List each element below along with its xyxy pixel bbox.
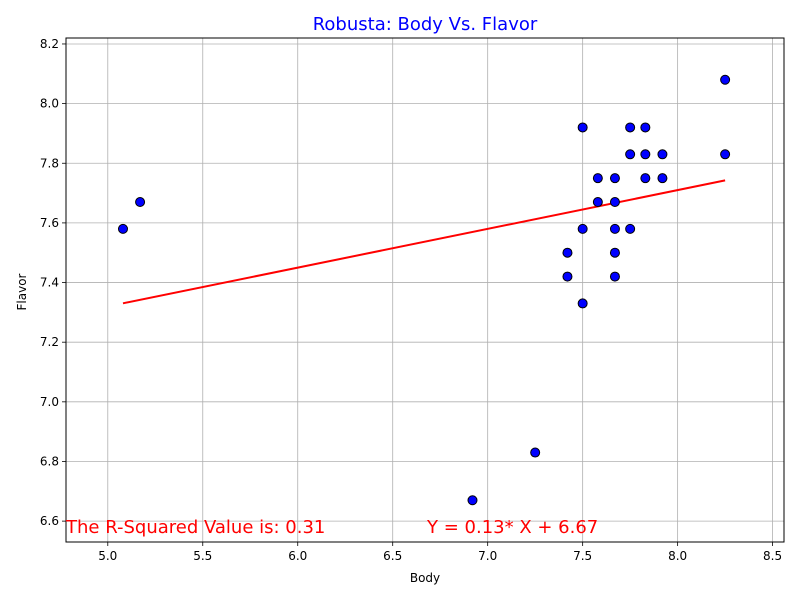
data-point: [640, 122, 651, 133]
data-point: [577, 122, 588, 133]
y-tick-label: 7.0: [40, 395, 59, 409]
x-tick-label: 8.5: [763, 549, 782, 563]
data-point: [467, 495, 478, 506]
data-point: [577, 223, 588, 234]
x-tick-label: 7.0: [478, 549, 497, 563]
plot-frame: [65, 37, 785, 543]
y-axis-ticks: 6.6 6.8 7.0 7.2 7.4 7.6 7.8 8.0 8.2: [40, 37, 66, 528]
x-tick-label: 5.5: [193, 549, 212, 563]
y-tick-label: 7.2: [40, 335, 59, 349]
y-tick-label: 7.4: [40, 276, 59, 290]
x-tick-label: 5.0: [98, 549, 117, 563]
data-point: [530, 447, 541, 458]
data-point: [609, 197, 620, 208]
y-tick-label: 7.6: [40, 216, 59, 230]
data-point: [720, 74, 731, 85]
data-point: [562, 247, 573, 258]
data-point: [657, 173, 668, 184]
x-tick-label: 7.5: [573, 549, 592, 563]
chart-title: Robusta: Body Vs. Flavor: [313, 14, 538, 35]
data-point: [640, 173, 651, 184]
y-tick-label: 8.2: [40, 37, 59, 51]
data-point: [135, 197, 146, 208]
regression-equation-annotation: Y = 0.13* X + 6.67: [426, 517, 598, 538]
data-point: [592, 173, 603, 184]
y-tick-label: 7.8: [40, 156, 59, 170]
r-squared-annotation: The R-Squared Value is: 0.31: [65, 517, 325, 538]
x-tick-label: 8.0: [668, 549, 687, 563]
data-point: [562, 271, 573, 282]
data-point: [577, 298, 588, 309]
grid: [66, 38, 784, 542]
y-tick-label: 6.8: [40, 454, 59, 468]
data-point: [609, 173, 620, 184]
y-axis-label: Flavor: [15, 273, 29, 310]
x-tick-label: 6.5: [383, 549, 402, 563]
data-point: [657, 149, 668, 160]
regression-line-group: [122, 179, 726, 305]
data-point: [625, 149, 636, 160]
x-tick-label: 6.0: [288, 549, 307, 563]
data-points: [117, 74, 731, 506]
data-point: [609, 271, 620, 282]
data-point: [625, 122, 636, 133]
x-axis-label: Body: [410, 571, 440, 585]
data-point: [609, 223, 620, 234]
data-point: [720, 149, 731, 160]
data-point: [609, 247, 620, 258]
y-tick-label: 6.6: [40, 514, 59, 528]
data-point: [625, 223, 636, 234]
x-axis-ticks: 5.0 5.5 6.0 6.5 7.0 7.5 8.0 8.5: [98, 542, 782, 563]
y-tick-label: 8.0: [40, 97, 59, 111]
regression-line: [122, 179, 726, 305]
data-point: [592, 197, 603, 208]
data-point: [640, 149, 651, 160]
data-point: [117, 223, 128, 234]
